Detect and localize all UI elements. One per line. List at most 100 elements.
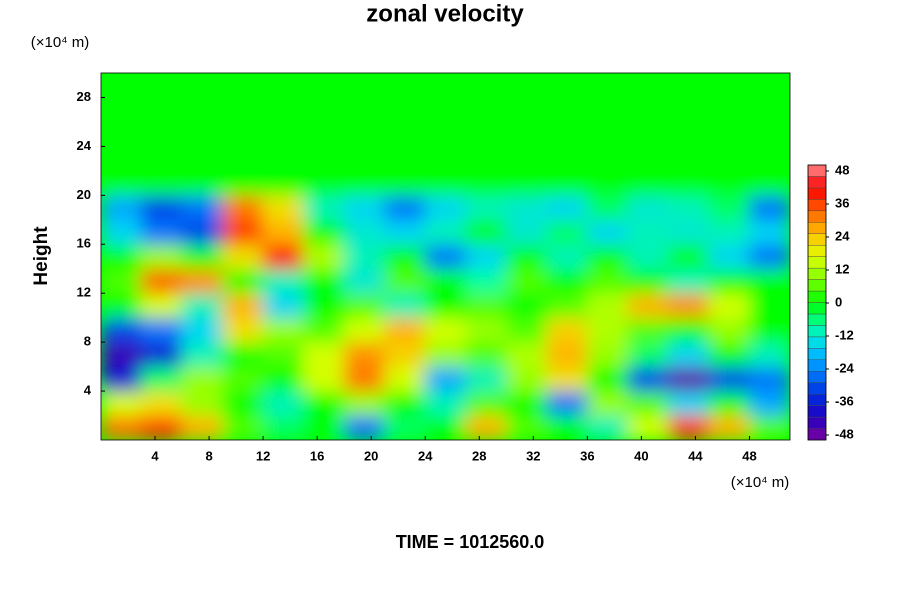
cell: [181, 194, 224, 221]
cell: [465, 194, 507, 221]
cell: [708, 292, 750, 319]
y-axis-title: Height: [31, 226, 52, 286]
cell: [586, 145, 629, 172]
cell: [546, 243, 588, 270]
x-tick-label: 16: [310, 448, 324, 463]
cell: [303, 366, 345, 392]
cell: [667, 243, 710, 270]
cell: [222, 219, 264, 245]
colorbar-band: [807, 313, 827, 326]
cell: [222, 145, 264, 172]
cell: [101, 366, 143, 392]
x-tick-label: 8: [205, 448, 212, 463]
cell: [222, 194, 264, 221]
time-annotation: TIME = 1012560.0: [396, 532, 545, 552]
cell: [586, 73, 629, 98]
cell: [505, 194, 548, 221]
cell: [181, 415, 224, 440]
cell: [667, 390, 710, 417]
cell: [101, 268, 143, 294]
cell: [141, 317, 183, 343]
cell: [627, 194, 669, 221]
cell: [222, 73, 264, 98]
cell: [505, 170, 548, 196]
cell: [424, 292, 467, 319]
cell: [748, 317, 790, 343]
cell: [505, 96, 548, 123]
cell: [586, 194, 629, 221]
cell: [303, 292, 345, 319]
cell: [222, 96, 264, 123]
cell: [262, 341, 305, 368]
cell: [586, 219, 629, 245]
cell: [181, 268, 224, 294]
cell: [748, 341, 790, 368]
field: [101, 73, 790, 440]
cell: [222, 390, 264, 417]
x-tick-label: 20: [364, 448, 378, 463]
cell: [181, 121, 224, 147]
cell: [748, 170, 790, 196]
cell: [343, 121, 386, 147]
colorbar-tick-label: -36: [835, 393, 854, 408]
cell: [141, 73, 183, 98]
colorbar-tick-label: -24: [835, 360, 855, 375]
y-tick-label: 4: [84, 383, 92, 398]
colorbar-tick-label: -48: [835, 426, 854, 441]
cell: [708, 415, 750, 440]
x-tick-label: 44: [688, 448, 703, 463]
cell: [627, 219, 669, 245]
colorbar-band: [807, 348, 827, 360]
plot-area: [101, 73, 790, 440]
cell: [627, 415, 669, 440]
cell: [748, 219, 790, 245]
cell: [627, 317, 669, 343]
cell: [424, 317, 467, 343]
colorbar-tick-label: 36: [835, 195, 849, 210]
cell: [546, 341, 588, 368]
cell: [101, 243, 143, 270]
cell: [667, 366, 710, 392]
colorbar-band: [807, 279, 827, 292]
cell: [262, 121, 305, 147]
colorbar: 48 36 24 12 0 -12 -24 -36 -48: [807, 162, 855, 441]
cell: [303, 73, 345, 98]
colorbar-band: [807, 325, 827, 338]
cell: [101, 145, 143, 172]
x-tick-label: 12: [256, 448, 270, 463]
cell: [384, 292, 426, 319]
cell: [465, 390, 507, 417]
cell: [262, 317, 305, 343]
cell: [262, 219, 305, 245]
cell: [546, 170, 588, 196]
cell: [505, 219, 548, 245]
cell: [343, 194, 386, 221]
cell: [424, 268, 467, 294]
cell: [546, 366, 588, 392]
cell: [748, 292, 790, 319]
cell: [667, 194, 710, 221]
cell: [384, 194, 426, 221]
cell: [343, 243, 386, 270]
cell: [262, 268, 305, 294]
cell: [343, 170, 386, 196]
cell: [343, 145, 386, 172]
cell: [424, 415, 467, 440]
x-tick-label: 40: [634, 448, 648, 463]
cell: [748, 243, 790, 270]
cell: [222, 292, 264, 319]
cell: [667, 170, 710, 196]
cell: [141, 390, 183, 417]
colorbar-band: [807, 382, 827, 395]
cell: [222, 341, 264, 368]
colorbar-band: [807, 199, 827, 212]
cell: [424, 73, 467, 98]
cell: [708, 121, 750, 147]
cell: [101, 390, 143, 417]
cell: [343, 366, 386, 392]
cell: [627, 73, 669, 98]
x-tick-label: 24: [418, 448, 433, 463]
cell: [141, 341, 183, 368]
cell: [546, 268, 588, 294]
cell: [465, 73, 507, 98]
